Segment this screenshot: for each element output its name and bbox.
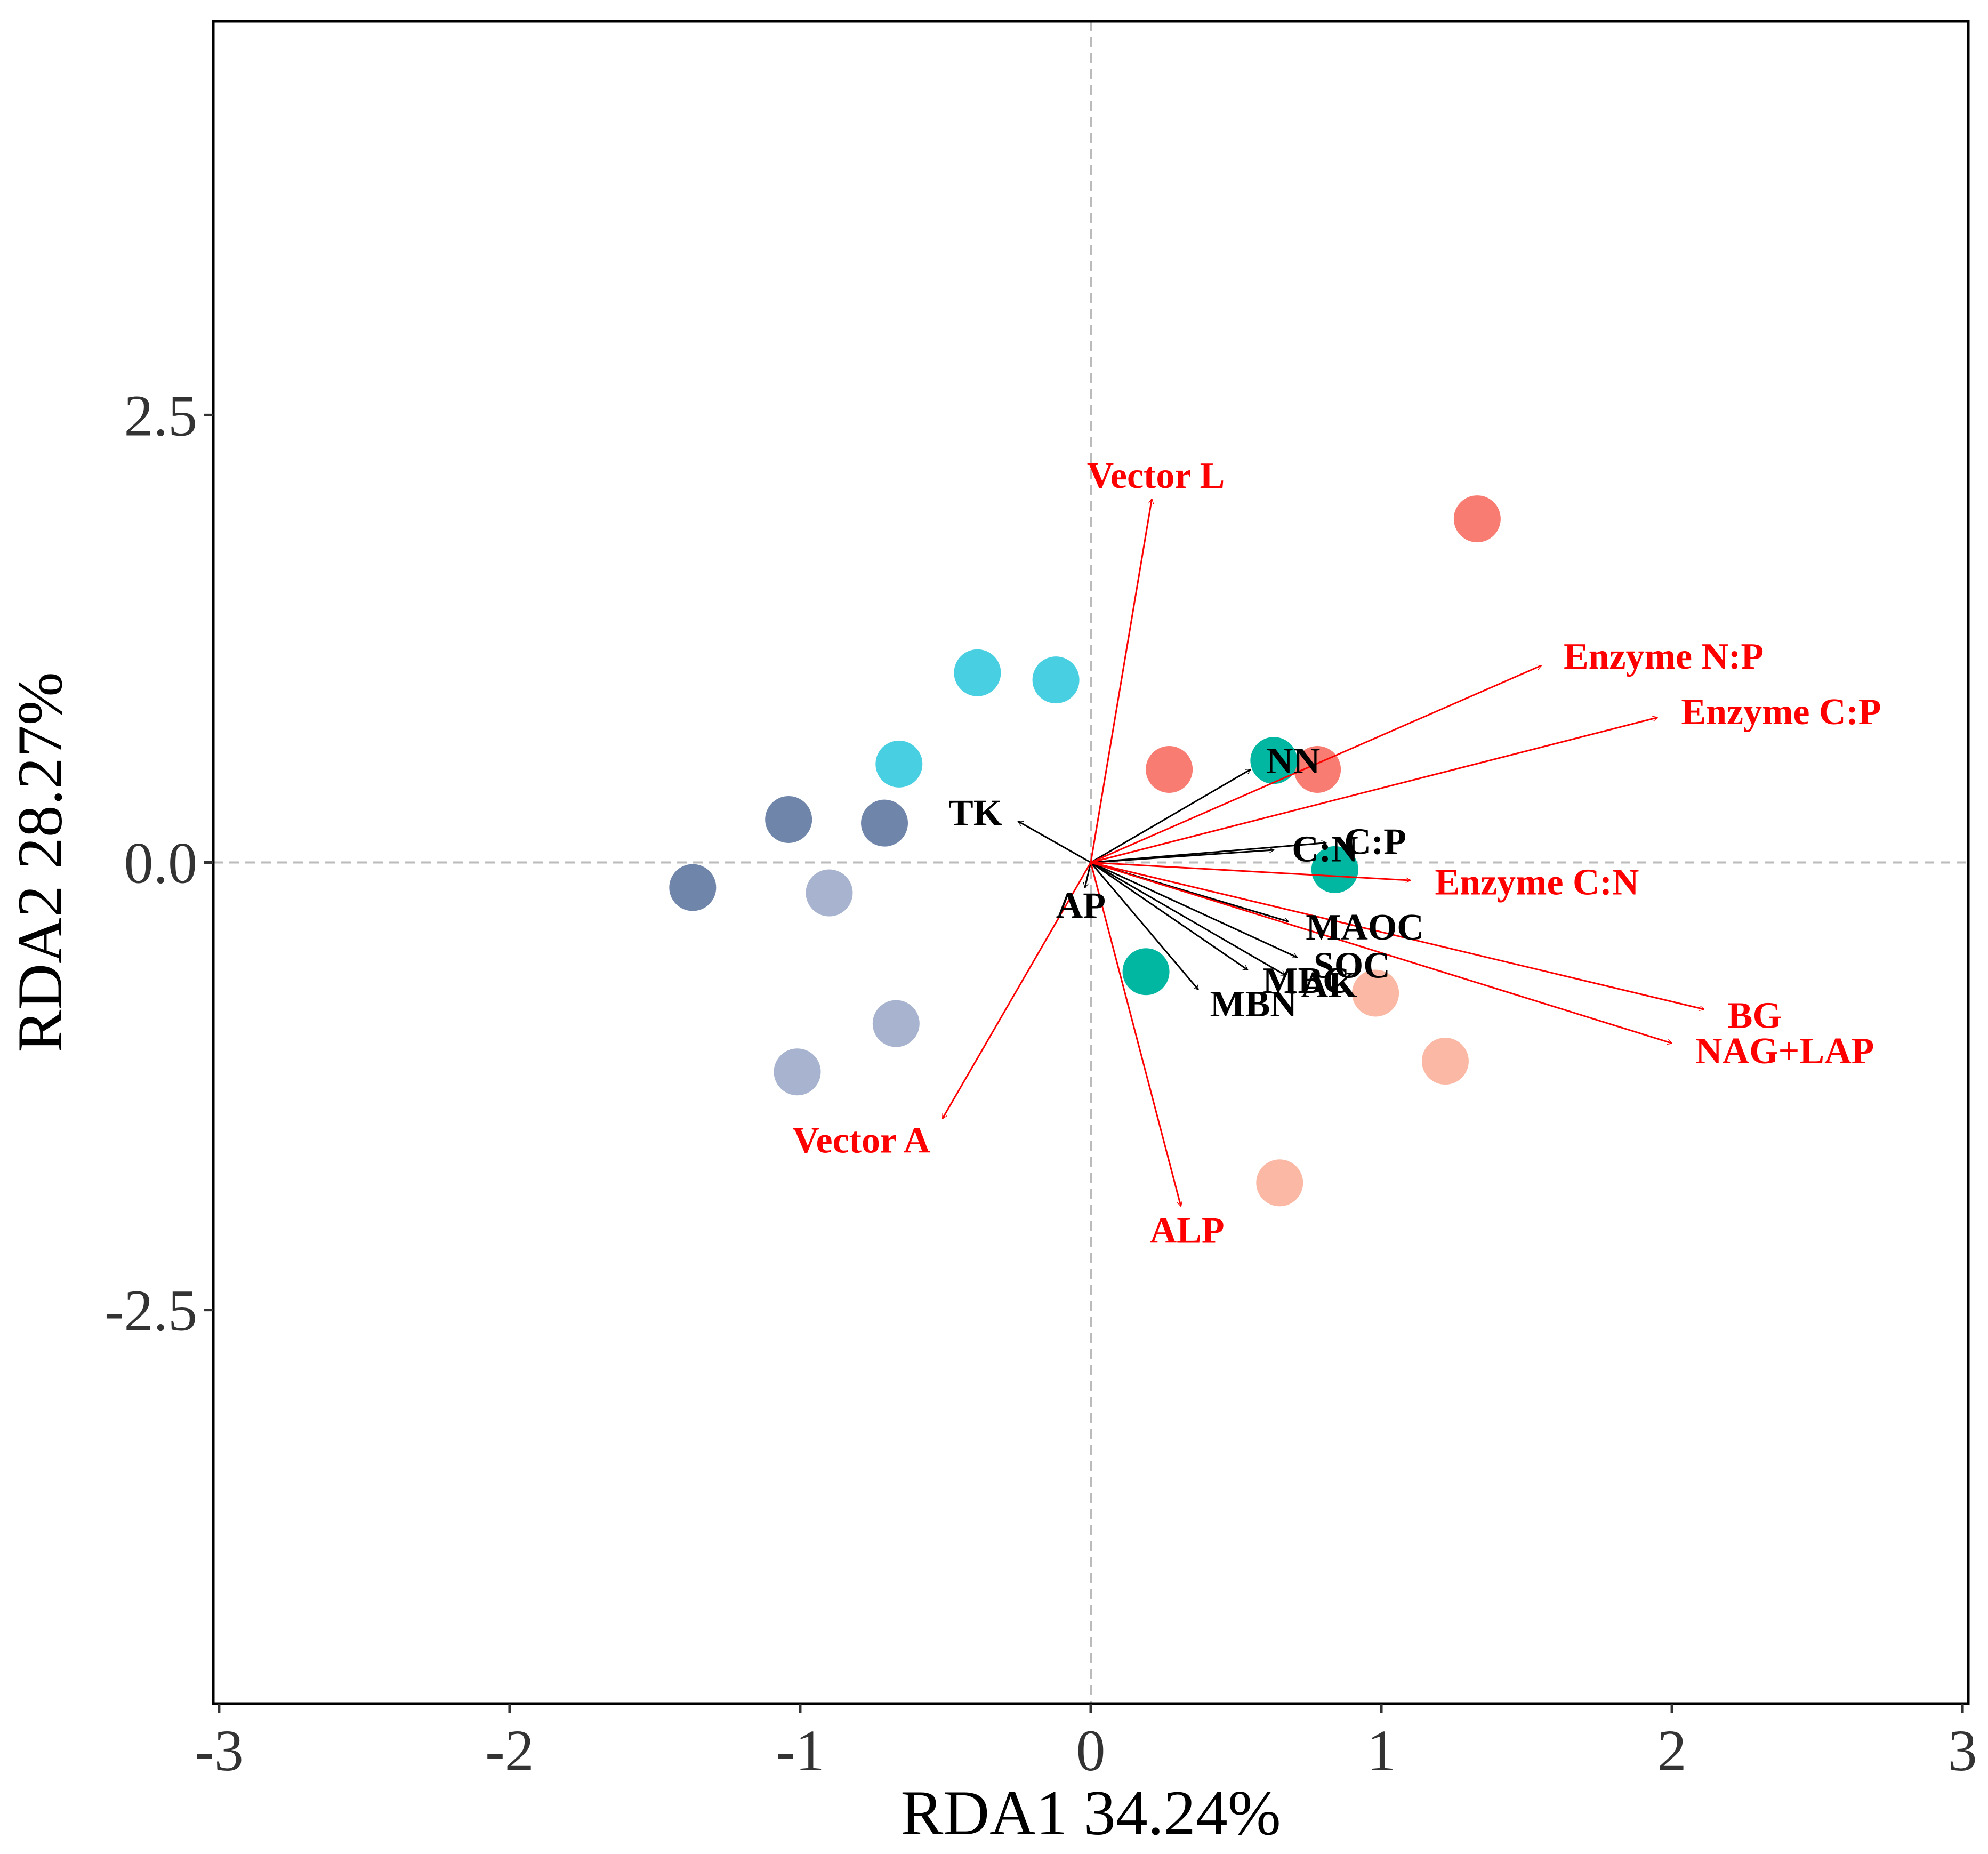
env-vector-arrow bbox=[1090, 843, 1326, 863]
sample-point bbox=[774, 1048, 821, 1096]
env-vector-arrow bbox=[1090, 862, 1285, 976]
sample-point bbox=[1256, 1159, 1303, 1207]
sample-point bbox=[954, 649, 1001, 696]
response-vector-arrow bbox=[1090, 862, 1411, 881]
x-tick-label: 3 bbox=[1948, 1718, 1977, 1783]
response-vector-arrow bbox=[1090, 862, 1672, 1044]
sample-point bbox=[765, 796, 812, 843]
sample-point bbox=[872, 1000, 920, 1047]
sample-point bbox=[861, 799, 908, 847]
env-vector-arrow bbox=[1090, 862, 1297, 958]
sample-point bbox=[1421, 1038, 1469, 1085]
vectors bbox=[941, 499, 1704, 1206]
response-vector-label: Vector L bbox=[1087, 455, 1225, 496]
y-tick-label: -2.5 bbox=[104, 1278, 197, 1343]
sample-point bbox=[1122, 948, 1170, 996]
x-tick-label: 2 bbox=[1657, 1718, 1687, 1783]
sample-point bbox=[806, 869, 853, 917]
x-tick-label: 1 bbox=[1367, 1718, 1396, 1783]
response-vector-label: ALP bbox=[1150, 1210, 1225, 1251]
x-tick-label: -3 bbox=[195, 1718, 244, 1783]
response-vector-label: NAG+LAP bbox=[1695, 1031, 1874, 1072]
env-vector-label: C:N bbox=[1292, 829, 1358, 870]
y-tick-label: 2.5 bbox=[124, 383, 198, 448]
response-vector-arrow bbox=[1090, 499, 1152, 863]
y-tick-label: 0.0 bbox=[124, 831, 198, 896]
response-vector-label: Vector A bbox=[792, 1120, 930, 1161]
sample-point bbox=[875, 740, 923, 788]
sample-point bbox=[1250, 737, 1298, 784]
env-vector-label: TK bbox=[948, 793, 1002, 834]
response-vector-arrow bbox=[1090, 665, 1541, 863]
axes: -3 -2 -1 0 1 2 3 -2.5 0.0 2.5 bbox=[104, 383, 1977, 1783]
env-vector-label: AK bbox=[1301, 965, 1357, 1006]
sample-point bbox=[1352, 969, 1399, 1017]
response-vector-arrow bbox=[1090, 718, 1657, 863]
env-vector-label: NN bbox=[1266, 741, 1320, 782]
y-axis-title: RDA2 28.27% bbox=[4, 672, 75, 1052]
x-axis-title: RDA1 34.24% bbox=[900, 1777, 1281, 1848]
x-tick-label: -2 bbox=[485, 1718, 534, 1783]
response-vector-arrow bbox=[941, 862, 1092, 1119]
env-vector-arrow bbox=[1018, 820, 1091, 863]
response-vector-label: BG bbox=[1728, 995, 1782, 1036]
response-vector-arrow bbox=[1090, 862, 1181, 1206]
response-vector-label: Enzyme C:N bbox=[1435, 862, 1639, 903]
env-vector-arrow bbox=[1090, 768, 1251, 863]
sample-point bbox=[1032, 656, 1080, 704]
response-vector-label: Enzyme C:P bbox=[1681, 692, 1881, 733]
sample-point bbox=[1311, 846, 1358, 893]
env-vector-label: SOC bbox=[1314, 945, 1390, 986]
sample-point bbox=[1146, 745, 1193, 793]
env-vector-label: C:P bbox=[1344, 822, 1406, 863]
env-vector-label: MBC bbox=[1262, 960, 1349, 1001]
x-tick-label: 0 bbox=[1076, 1718, 1106, 1783]
env-vector-arrow bbox=[1090, 862, 1198, 990]
sample-point bbox=[1453, 495, 1501, 543]
sample-points bbox=[669, 495, 1501, 1207]
sample-point bbox=[669, 864, 717, 911]
x-tick-label: -1 bbox=[776, 1718, 825, 1783]
env-vector-arrow bbox=[1085, 862, 1092, 888]
env-vector-label: MBN bbox=[1210, 984, 1297, 1025]
env-vector-arrow bbox=[1090, 862, 1247, 970]
env-vector-label: AP bbox=[1056, 886, 1106, 927]
env-vector-label: MAOC bbox=[1306, 907, 1424, 948]
response-vector-label: Enzyme N:P bbox=[1564, 636, 1764, 677]
response-vector-arrow bbox=[1090, 862, 1704, 1009]
